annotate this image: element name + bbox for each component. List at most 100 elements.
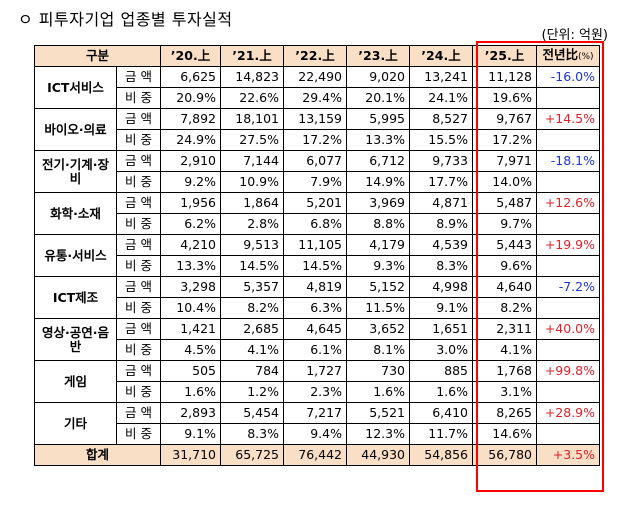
share-cell: 19.6% xyxy=(472,87,537,109)
amount-cell: 1,651 xyxy=(409,318,473,340)
table-row: 유통·서비스 금 액 4,210 9,513 11,105 4,179 4,539 5,443… xyxy=(34,234,600,277)
header-change-label: 전년比 xyxy=(542,47,578,62)
metric-amount-label: 금 액 xyxy=(116,360,161,382)
amount-cell: 11,105 xyxy=(283,234,347,256)
amount-cell: 1,956 xyxy=(160,192,221,214)
total-label: 합계 xyxy=(34,444,161,466)
table-row: 비 중 20.9% 22.6% 29.4% 20.1% 24.1% 19.6% xyxy=(35,87,600,109)
table-row: 비 중 24.9% 27.5% 17.2% 13.3% 15.5% 17.2% xyxy=(35,129,600,151)
amount-cell: 6,077 xyxy=(283,150,347,172)
change-empty-cell xyxy=(536,339,600,361)
amount-cell: 1,864 xyxy=(220,192,284,214)
metric-share-label: 비 중 xyxy=(116,171,161,193)
total-row: 합계 31,710 65,725 76,442 44,930 54,856 56,780 +3… xyxy=(34,444,600,466)
change-empty-cell xyxy=(536,423,600,445)
total-cell: 65,725 xyxy=(220,444,284,466)
table-row: 비 중 13.3% 14.5% 14.5% 9.3% 8.3% 9.6% xyxy=(35,255,600,277)
change-cell: +19.9% xyxy=(536,234,600,256)
header-year: ’20.上 xyxy=(160,45,221,67)
share-cell: 17.7% xyxy=(409,171,473,193)
table-row: 비 중 6.2% 2.8% 6.8% 8.8% 8.9% 9.7% xyxy=(35,213,600,235)
share-cell: 20.9% xyxy=(160,87,221,109)
industry-label: ICT서비스 xyxy=(34,66,117,109)
share-cell: 14.9% xyxy=(346,171,410,193)
amount-cell: 9,513 xyxy=(220,234,284,256)
share-cell: 14.5% xyxy=(283,255,347,277)
amount-cell: 11,128 xyxy=(472,66,537,88)
share-cell: 24.9% xyxy=(160,129,221,151)
table-row: 영상·공연·음반 금 액 1,421 2,685 4,645 3,652 1,651 2,31… xyxy=(34,318,600,361)
header-row: 구분 ’20.上 ’21.上 ’22.上 ’23.上 ’24.上 ’25.上 전… xyxy=(34,45,600,67)
amount-cell: 1,421 xyxy=(160,318,221,340)
industry-label: 바이오·의료 xyxy=(34,108,117,151)
amount-cell: 1,727 xyxy=(283,360,347,382)
share-cell: 2.3% xyxy=(283,381,347,403)
share-cell: 4.1% xyxy=(472,339,537,361)
change-cell: +14.5% xyxy=(536,108,600,130)
share-cell: 14.0% xyxy=(472,171,537,193)
share-cell: 1.6% xyxy=(409,381,473,403)
amount-cell: 6,410 xyxy=(409,402,473,424)
metric-amount-label: 금 액 xyxy=(116,276,161,298)
industry-label: 게임 xyxy=(34,360,117,403)
industry-label: 전기·기계·장비 xyxy=(34,150,117,193)
table-row: 비 중 9.1% 8.3% 9.4% 12.3% 11.7% 14.6% xyxy=(35,423,600,445)
total-change-cell: +3.5% xyxy=(536,444,600,466)
industry-label: 기타 xyxy=(34,402,117,445)
share-cell: 4.1% xyxy=(220,339,284,361)
change-empty-cell xyxy=(536,129,600,151)
amount-cell: 3,652 xyxy=(346,318,410,340)
table-row: 화학·소재 금 액 1,956 1,864 5,201 3,969 4,871 5,487 +1… xyxy=(34,192,600,235)
change-empty-cell xyxy=(536,87,600,109)
amount-cell: 6,625 xyxy=(160,66,221,88)
share-cell: 3.1% xyxy=(472,381,537,403)
amount-cell: 2,685 xyxy=(220,318,284,340)
share-cell: 1.6% xyxy=(160,381,221,403)
share-cell: 10.9% xyxy=(220,171,284,193)
metric-amount-label: 금 액 xyxy=(116,192,161,214)
table-row: 기타 금 액 2,893 5,454 7,217 5,521 6,410 8,265 +28.9… xyxy=(34,402,600,445)
share-cell: 11.5% xyxy=(346,297,410,319)
industry-label: 영상·공연·음반 xyxy=(34,318,117,361)
share-cell: 6.1% xyxy=(283,339,347,361)
amount-cell: 3,298 xyxy=(160,276,221,298)
total-cell: 54,856 xyxy=(409,444,473,466)
change-empty-cell xyxy=(536,381,600,403)
header-year: ’22.上 xyxy=(283,45,347,67)
amount-cell: 7,971 xyxy=(472,150,537,172)
amount-cell: 5,357 xyxy=(220,276,284,298)
metric-share-label: 비 중 xyxy=(116,129,161,151)
table-row: 비 중 9.2% 10.9% 7.9% 14.9% 17.7% 14.0% xyxy=(35,171,600,193)
share-cell: 8.8% xyxy=(346,213,410,235)
amount-cell: 4,645 xyxy=(283,318,347,340)
total-cell: 56,780 xyxy=(472,444,537,466)
share-cell: 11.7% xyxy=(409,423,473,445)
amount-cell: 9,733 xyxy=(409,150,473,172)
share-cell: 9.6% xyxy=(472,255,537,277)
header-change: 전년比(%) xyxy=(536,45,600,67)
metric-amount-label: 금 액 xyxy=(116,234,161,256)
amount-cell: 505 xyxy=(160,360,221,382)
share-cell: 8.2% xyxy=(220,297,284,319)
change-cell: -18.1% xyxy=(536,150,600,172)
amount-cell: 13,159 xyxy=(283,108,347,130)
table-row: 바이오·의료 금 액 7,892 18,101 13,159 5,995 8,527 9,76… xyxy=(34,108,600,151)
change-empty-cell xyxy=(536,213,600,235)
share-cell: 12.3% xyxy=(346,423,410,445)
metric-amount-label: 금 액 xyxy=(116,150,161,172)
share-cell: 3.0% xyxy=(409,339,473,361)
amount-cell: 22,490 xyxy=(283,66,347,88)
share-cell: 9.3% xyxy=(346,255,410,277)
metric-share-label: 비 중 xyxy=(116,255,161,277)
table-row: 전기·기계·장비 금 액 2,910 7,144 6,077 6,712 9,733 7,97… xyxy=(34,150,600,193)
share-cell: 17.2% xyxy=(472,129,537,151)
total-cell: 76,442 xyxy=(283,444,347,466)
unit-label: (단위: 억원) xyxy=(541,28,609,43)
share-cell: 29.4% xyxy=(283,87,347,109)
amount-cell: 8,527 xyxy=(409,108,473,130)
share-cell: 27.5% xyxy=(220,129,284,151)
share-cell: 8.2% xyxy=(472,297,537,319)
metric-amount-label: 금 액 xyxy=(116,108,161,130)
change-cell: +99.8% xyxy=(536,360,600,382)
table-row: 비 중 10.4% 8.2% 6.3% 11.5% 9.1% 8.2% xyxy=(35,297,600,319)
